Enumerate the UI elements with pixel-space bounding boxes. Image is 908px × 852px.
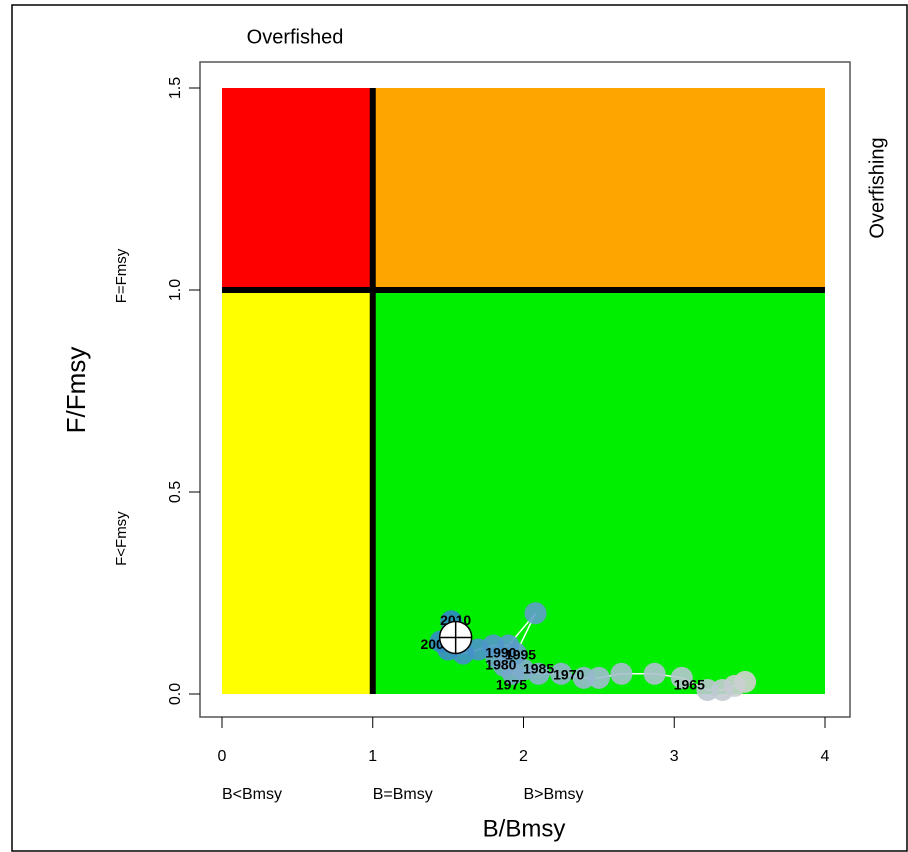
point [524,602,547,625]
y-zone-label: F=Fmsy [113,248,130,303]
right-label: Overfishing [866,137,888,238]
point [587,666,610,689]
year-label: 1965 [674,677,705,693]
x-tick-label: 0 [218,748,227,765]
year-label: 1990 [485,644,516,660]
x-tick-label: 3 [670,748,679,765]
y-tick-label: 0.0 [167,683,184,705]
x-zone-label: B>Bmsy [523,786,583,803]
plot-box [199,61,851,718]
point [610,662,633,685]
y-zone-label: F<Fmsy [113,511,130,566]
point [643,662,666,685]
point [572,666,595,689]
year-label: 1985 [523,660,554,676]
y-tick-label: 0.5 [167,481,184,503]
y-axis-label: F/Fmsy [61,347,91,434]
zone [222,88,373,290]
x-zone-label: B<Bmsy [222,786,282,803]
x-axis-label: B/Bmsy [483,815,566,842]
point [696,678,719,701]
frame [11,4,908,852]
year-label: 1975 [496,677,527,693]
point [550,662,573,685]
y-tick-label: 1.5 [167,77,184,99]
x-tick-label: 1 [368,748,377,765]
x-tick-label: 2 [519,748,528,765]
year-label: 1995 [505,646,536,662]
point [670,666,693,689]
x-tick-label: 4 [821,748,830,765]
point [711,678,734,701]
zone [372,88,825,290]
zone [222,290,373,694]
y-tick-label: 1.0 [167,279,184,301]
x-zone-label: B=Bmsy [373,786,433,803]
point [497,634,520,657]
year-label: 1980 [485,656,516,672]
top-label: Overfished [247,26,344,48]
year-label: 1970 [553,667,584,683]
